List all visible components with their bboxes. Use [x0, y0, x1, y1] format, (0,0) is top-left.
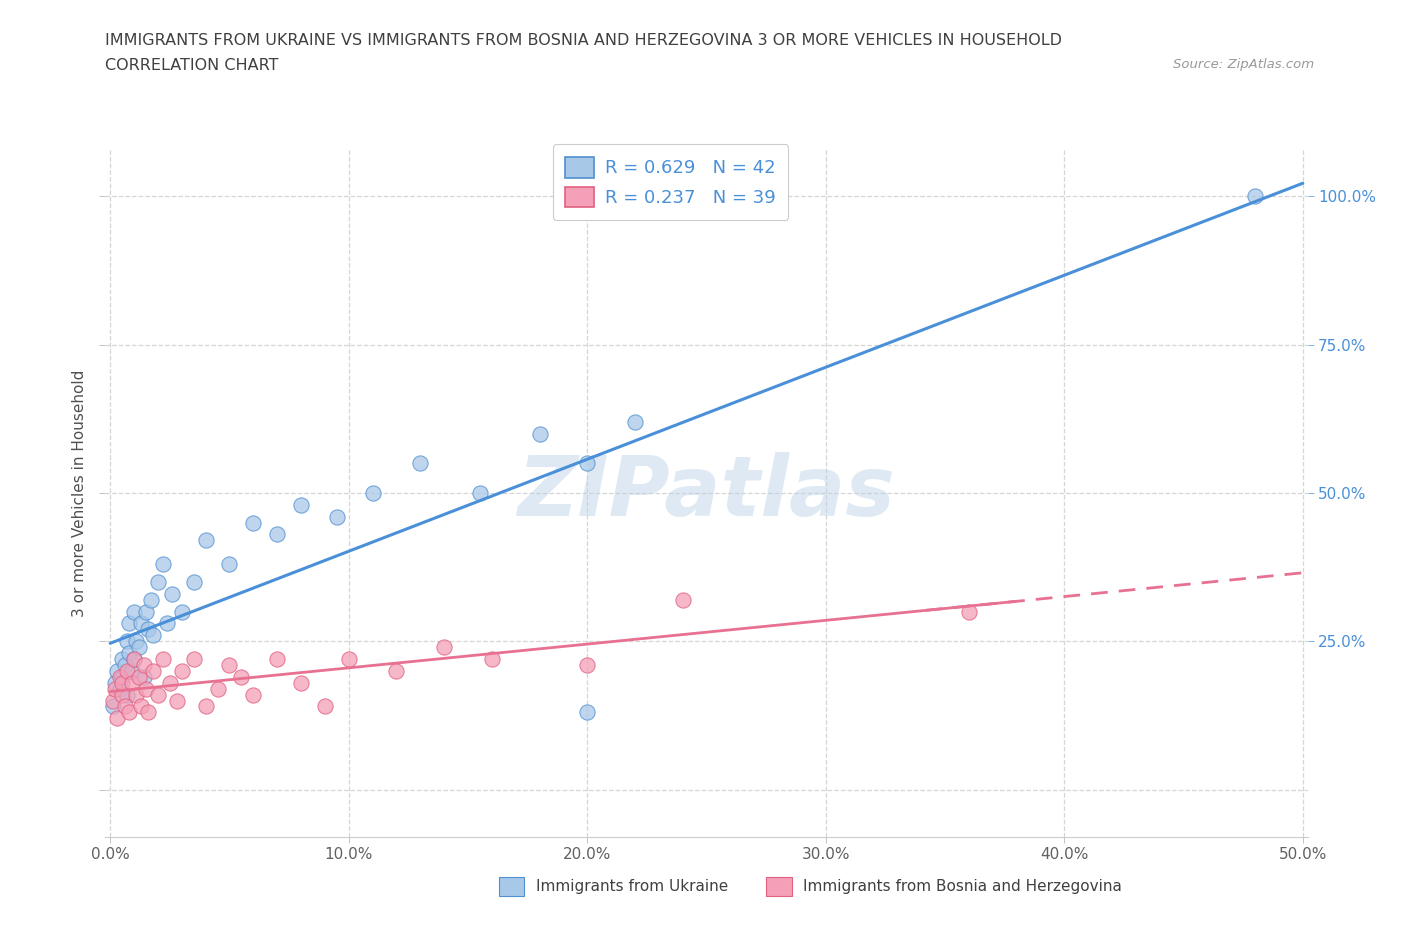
Point: [129, 616, 152, 631]
Point: [122, 652, 145, 667]
Y-axis label: 3 or more Vehicles in Household: 3 or more Vehicles in Household: [72, 369, 87, 617]
Point: [1244, 189, 1267, 204]
Point: [135, 604, 157, 619]
Point: [170, 663, 193, 678]
Point: [468, 485, 491, 500]
Point: [121, 675, 143, 690]
Point: [170, 604, 193, 619]
Point: [361, 485, 384, 500]
Point: [118, 645, 141, 660]
Point: [115, 687, 138, 702]
Point: [138, 622, 160, 637]
Point: [576, 456, 599, 471]
Point: [122, 652, 145, 667]
Point: [194, 533, 217, 548]
Point: [231, 670, 253, 684]
Point: [152, 652, 174, 667]
Point: [108, 670, 131, 684]
Point: [152, 557, 174, 572]
Point: [128, 670, 150, 684]
Point: [957, 604, 980, 619]
Point: [385, 663, 408, 678]
Point: [118, 616, 141, 631]
Point: [433, 640, 456, 655]
Point: [101, 693, 124, 708]
Point: [481, 652, 503, 667]
Point: [146, 687, 169, 702]
Point: [125, 633, 148, 648]
Point: [111, 675, 134, 690]
Text: CORRELATION CHART: CORRELATION CHART: [105, 58, 278, 73]
Point: [183, 575, 205, 590]
Point: [114, 658, 136, 672]
Point: [121, 663, 143, 678]
Point: [104, 675, 127, 690]
Point: [111, 652, 134, 667]
Point: [111, 687, 134, 702]
Point: [114, 699, 136, 714]
Point: [108, 682, 131, 697]
Point: [132, 670, 155, 684]
Point: [105, 663, 128, 678]
Point: [146, 575, 169, 590]
Point: [266, 652, 288, 667]
Point: [115, 663, 138, 678]
Point: [162, 586, 183, 601]
Point: [326, 510, 349, 525]
Legend: R = 0.629   N = 42, R = 0.237   N = 39: R = 0.629 N = 42, R = 0.237 N = 39: [553, 144, 789, 220]
Text: Immigrants from Ukraine: Immigrants from Ukraine: [536, 879, 728, 894]
Text: ZIPatlas: ZIPatlas: [517, 452, 896, 534]
Point: [128, 640, 150, 655]
Point: [166, 693, 188, 708]
Point: [242, 687, 264, 702]
Point: [129, 699, 152, 714]
Point: [218, 557, 240, 572]
Point: [290, 675, 312, 690]
Text: Source: ZipAtlas.com: Source: ZipAtlas.com: [1174, 58, 1315, 71]
Text: IMMIGRANTS FROM UKRAINE VS IMMIGRANTS FROM BOSNIA AND HERZEGOVINA 3 OR MORE VEHI: IMMIGRANTS FROM UKRAINE VS IMMIGRANTS FR…: [105, 33, 1063, 47]
Point: [576, 705, 599, 720]
Point: [138, 705, 160, 720]
Point: [156, 616, 179, 631]
Point: [290, 498, 312, 512]
Point: [142, 628, 165, 643]
Point: [118, 705, 141, 720]
Point: [337, 652, 360, 667]
Point: [194, 699, 217, 714]
Point: [183, 652, 205, 667]
Point: [101, 699, 124, 714]
Point: [104, 682, 127, 697]
Point: [576, 658, 599, 672]
Point: [139, 592, 162, 607]
Point: [122, 604, 145, 619]
Point: [242, 515, 264, 530]
Point: [409, 456, 432, 471]
Point: [314, 699, 336, 714]
Point: [672, 592, 695, 607]
Point: [135, 682, 157, 697]
Point: [218, 658, 240, 672]
Point: [125, 687, 148, 702]
Point: [529, 426, 551, 441]
Point: [159, 675, 181, 690]
Point: [132, 658, 155, 672]
Point: [266, 527, 288, 542]
Point: [142, 663, 165, 678]
Point: [207, 682, 229, 697]
Point: [115, 633, 138, 648]
Point: [624, 414, 647, 429]
Point: [105, 711, 128, 725]
Text: Immigrants from Bosnia and Herzegovina: Immigrants from Bosnia and Herzegovina: [803, 879, 1122, 894]
Point: [111, 670, 134, 684]
